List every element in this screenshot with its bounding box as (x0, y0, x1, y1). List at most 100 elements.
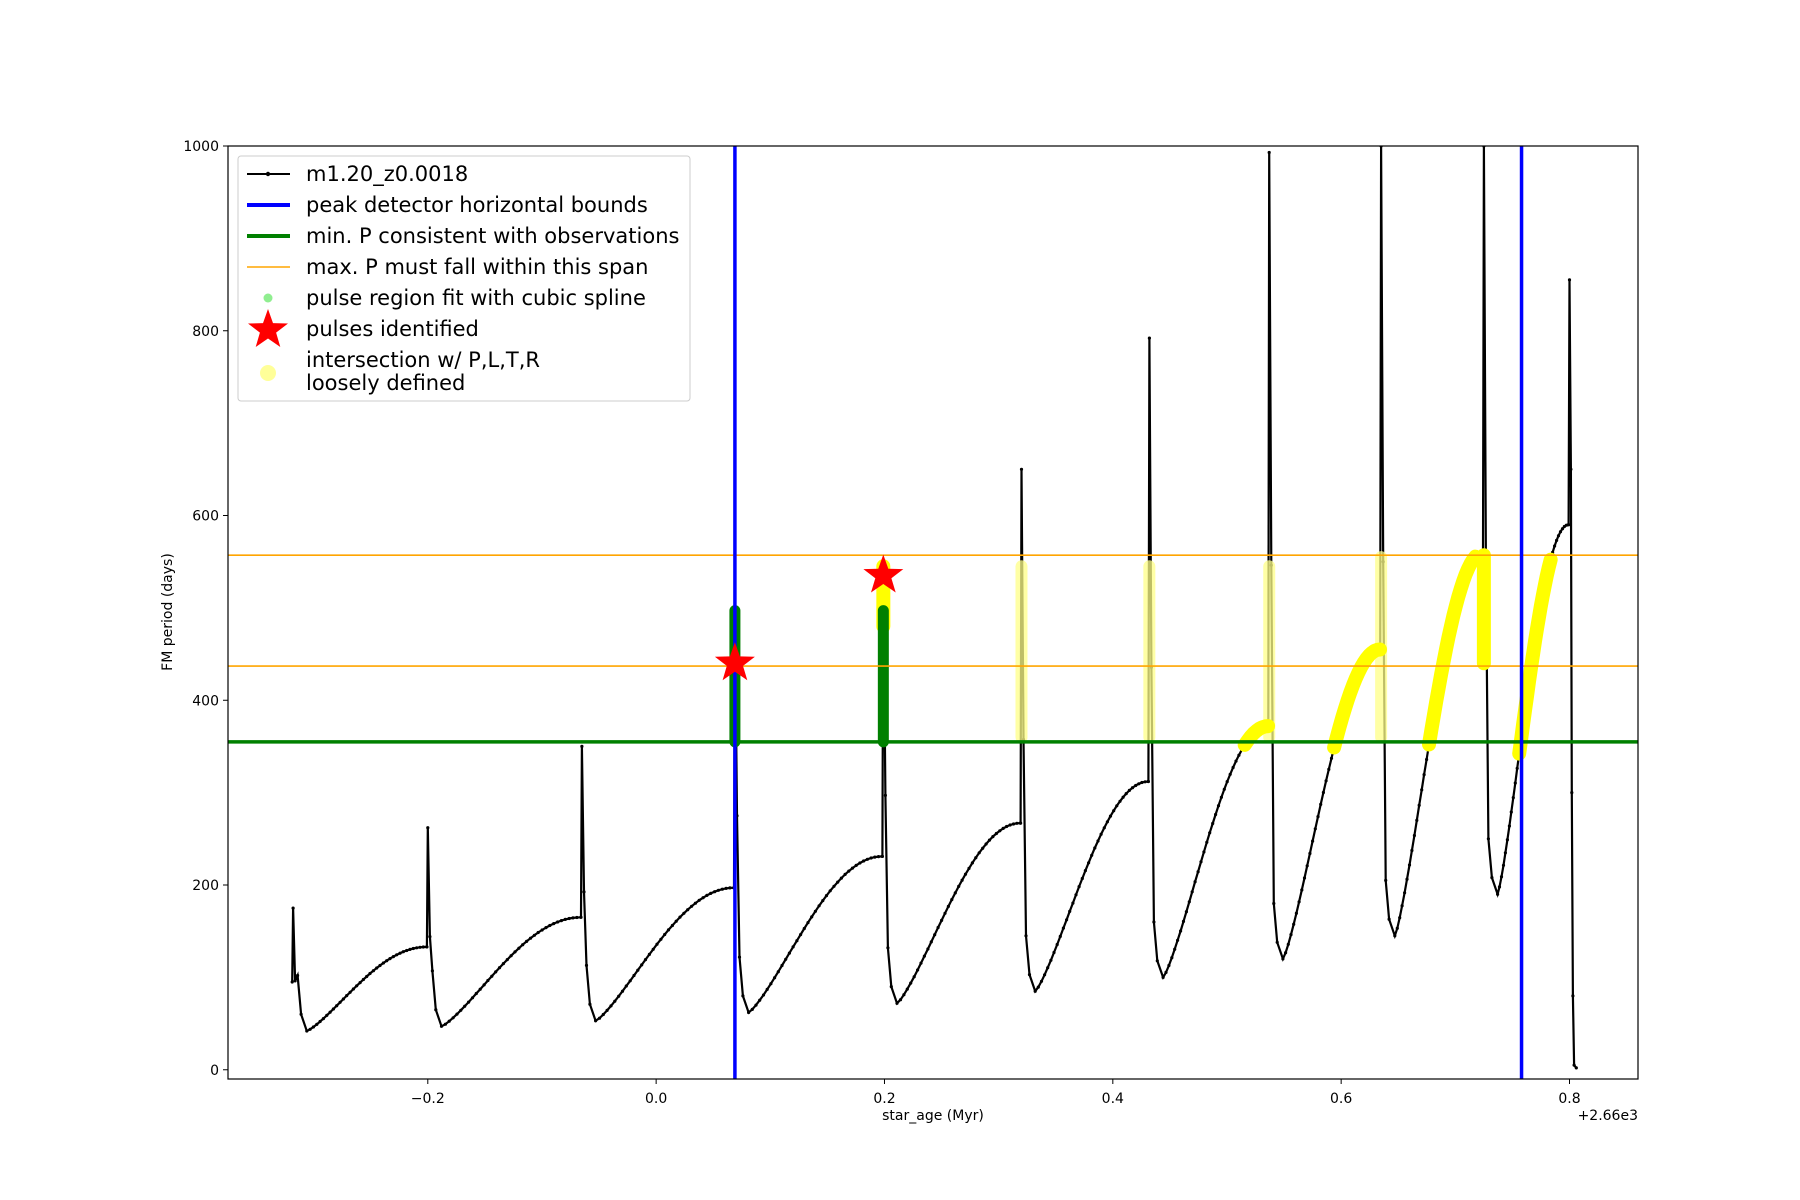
data-point (1087, 861, 1091, 865)
data-point (335, 1004, 339, 1008)
data-point (886, 946, 890, 950)
data-point (1321, 790, 1325, 795)
data-point (455, 1012, 459, 1016)
data-point (408, 947, 412, 952)
data-point (1099, 832, 1103, 836)
data-point (439, 1024, 444, 1028)
data-point (1140, 780, 1144, 785)
data-point (1105, 820, 1109, 824)
data-point (331, 1007, 335, 1011)
plot-area (228, 146, 1638, 1079)
data-point (1176, 938, 1180, 942)
data-point (795, 939, 799, 943)
data-point (769, 982, 773, 986)
data-point (605, 1008, 609, 1013)
data-point (953, 891, 957, 895)
data-point (1124, 792, 1128, 796)
data-point (1173, 947, 1177, 951)
data-point (909, 981, 913, 985)
data-point (1490, 876, 1494, 880)
data-point (579, 915, 583, 919)
legend-handle (260, 365, 276, 381)
data-point (750, 1007, 754, 1012)
data-point (1143, 780, 1147, 784)
data-point (1228, 772, 1232, 776)
data-point (1553, 544, 1557, 548)
data-point (447, 1019, 451, 1023)
data-point (601, 1012, 605, 1017)
data-point (663, 932, 667, 937)
data-point (1558, 530, 1563, 534)
data-point (741, 994, 745, 998)
data-point (411, 946, 415, 951)
data-point (1001, 826, 1005, 831)
data-point (666, 928, 671, 932)
data-point (1019, 821, 1023, 825)
data-point (1405, 877, 1409, 881)
data-point (984, 842, 988, 846)
data-point (1065, 918, 1069, 922)
data-point (478, 987, 482, 991)
data-point (1222, 787, 1226, 791)
data-point (365, 974, 369, 979)
data-point (1074, 893, 1078, 897)
data-point (532, 933, 537, 937)
data-point (528, 936, 533, 940)
data-point (643, 958, 648, 962)
data-point (609, 1004, 613, 1008)
data-point (1211, 821, 1215, 826)
data-point (682, 911, 686, 915)
data-point (1146, 779, 1150, 784)
data-point (388, 957, 392, 961)
data-point (418, 945, 422, 949)
data-point (290, 980, 294, 984)
data-point (1324, 779, 1328, 783)
data-point (486, 978, 490, 983)
data-point (467, 1000, 471, 1004)
data-point (659, 937, 663, 941)
data-point (905, 987, 909, 991)
data-point (497, 966, 502, 970)
data-point (463, 1004, 467, 1008)
data-point (1286, 942, 1290, 946)
data-point (1164, 970, 1168, 975)
data-point (1327, 767, 1331, 772)
data-point (1205, 840, 1209, 844)
data-point (1134, 783, 1138, 788)
intersection-curve-segment (1512, 552, 1558, 761)
data-point (1049, 958, 1053, 962)
legend-item: max. P must fall within this span (247, 255, 648, 279)
data-point (839, 876, 844, 880)
data-point (1130, 786, 1135, 790)
data-point (876, 855, 881, 859)
data-point (525, 939, 529, 944)
data-point (713, 890, 717, 894)
data-point (1155, 959, 1159, 963)
data-point (1181, 919, 1186, 924)
data-point (1503, 851, 1507, 855)
pulse-identified-star (863, 554, 904, 593)
data-point (381, 961, 385, 965)
data-point (898, 998, 903, 1002)
data-point (594, 1019, 598, 1023)
data-point (430, 969, 434, 973)
data-point (776, 970, 780, 974)
data-point (1395, 926, 1399, 930)
x-tick-label: 0.4 (1102, 1091, 1124, 1107)
data-point (459, 1008, 463, 1012)
data-point (1093, 846, 1097, 850)
data-point (299, 1012, 303, 1016)
data-point (655, 942, 659, 946)
data-point (916, 968, 920, 972)
data-point (425, 945, 429, 949)
data-point (873, 855, 877, 859)
data-point (977, 851, 981, 855)
data-point (1275, 940, 1279, 944)
data-point (824, 894, 829, 898)
data-point (1555, 538, 1559, 543)
data-point (773, 976, 777, 980)
data-point (693, 901, 698, 905)
data-point (1501, 863, 1506, 867)
data-point (1184, 910, 1188, 914)
